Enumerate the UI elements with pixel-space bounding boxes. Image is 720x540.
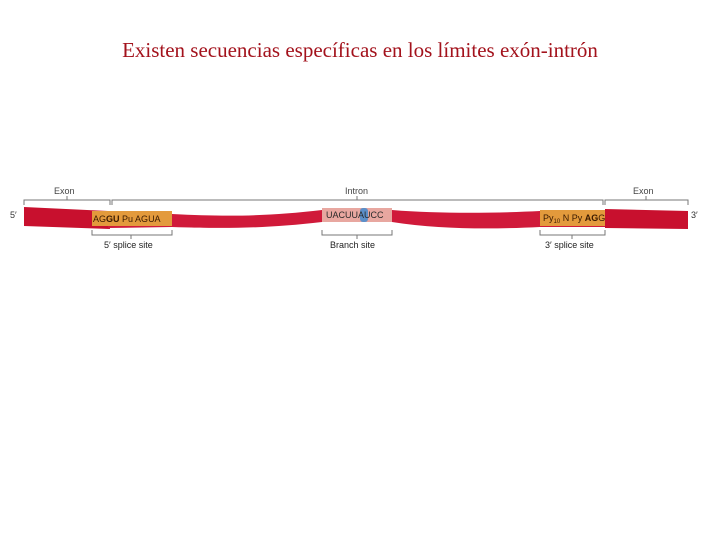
three-prime-end: 3′ — [691, 210, 698, 220]
branch-label: Branch site — [330, 240, 376, 250]
top-brackets — [23, 196, 689, 205]
branch-a-highlight — [360, 208, 368, 222]
page-title: Existen secuencias específicas en los lí… — [122, 38, 598, 62]
splice5-label: 5′ splice site — [104, 240, 153, 250]
exon-right-bracket — [604, 196, 689, 205]
splice3-bracket — [539, 230, 606, 239]
splice5-sequence: AGGU Pu AGUA — [93, 214, 161, 224]
exon-right-block — [605, 209, 688, 229]
exon-left-block — [24, 207, 110, 229]
exon-left-bracket — [23, 196, 111, 205]
branch-sequence: UACUUAUCC — [326, 210, 384, 220]
intron-label: Intron — [345, 186, 369, 196]
splice3-sequence: Py10 N Py AGG — [543, 213, 605, 225]
exon-right-label: Exon — [633, 186, 654, 196]
five-prime-end: 5′ — [10, 210, 17, 220]
exon-left-label: Exon — [54, 186, 75, 196]
splice5-bracket — [91, 230, 173, 239]
splice5-box — [92, 211, 172, 226]
branch-box — [322, 208, 392, 222]
splice3-box — [540, 210, 605, 226]
branch-bracket — [321, 230, 393, 239]
splice3-label: 3′ splice site — [545, 240, 594, 250]
bottom-brackets — [91, 230, 606, 239]
intron-bracket — [111, 196, 604, 205]
